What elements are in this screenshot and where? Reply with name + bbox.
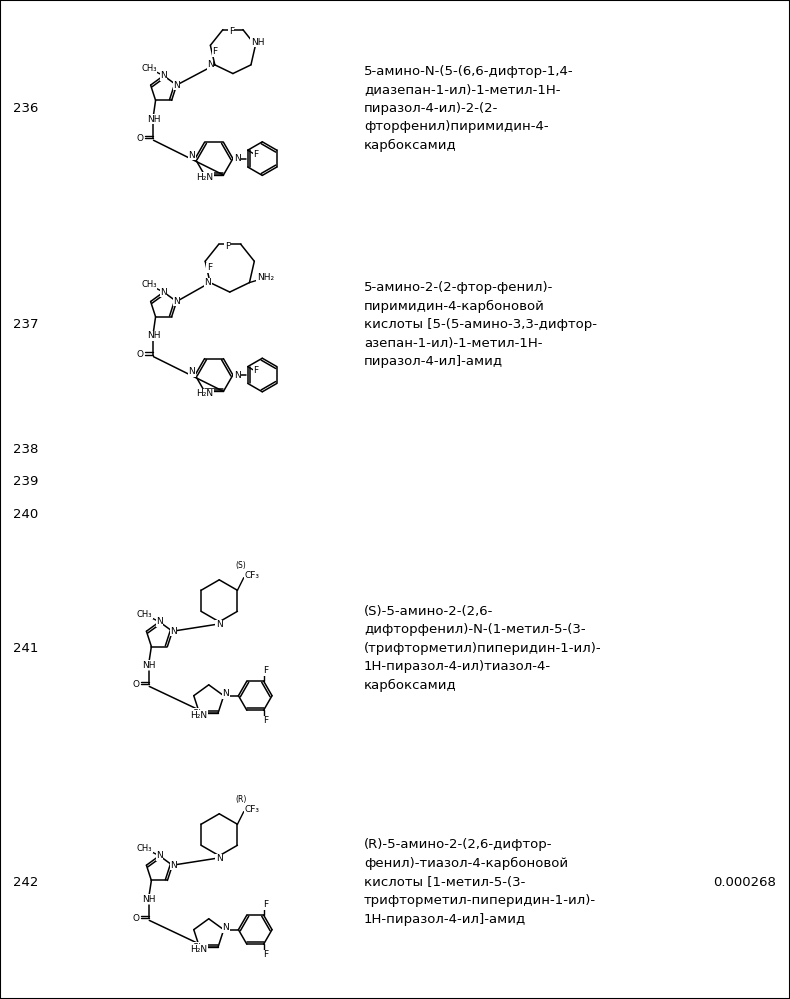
Text: O: O <box>137 134 143 143</box>
Text: H₂N: H₂N <box>196 173 213 182</box>
Text: N: N <box>160 71 167 80</box>
Text: H₂N: H₂N <box>196 389 213 398</box>
Text: F: F <box>254 367 258 376</box>
Bar <box>51 466 356 499</box>
Bar <box>0 499 51 531</box>
Bar <box>700 466 790 499</box>
Bar <box>700 0 790 217</box>
Text: F: F <box>263 666 269 675</box>
Text: (S)-5-амино-2-(2,6-
дифторфенил)-N-(1-метил-5-(3-
(трифторметил)пиперидин-1-ил)-: (S)-5-амино-2-(2,6- дифторфенил)-N-(1-ме… <box>364 604 602 691</box>
Text: N: N <box>189 368 195 377</box>
Bar <box>51 765 356 999</box>
Text: 240: 240 <box>13 508 38 521</box>
Bar <box>700 217 790 433</box>
Text: CH₃: CH₃ <box>137 610 152 619</box>
Text: NH: NH <box>147 331 160 341</box>
Text: NH₂: NH₂ <box>257 273 274 282</box>
Bar <box>0 531 51 765</box>
Text: F: F <box>263 950 269 959</box>
Text: N: N <box>173 297 180 306</box>
Text: N: N <box>234 371 240 380</box>
Bar <box>0 0 51 217</box>
Text: S: S <box>193 943 198 952</box>
Text: 241: 241 <box>13 641 38 654</box>
Text: N: N <box>234 154 240 163</box>
Bar <box>51 0 356 217</box>
Text: F: F <box>207 263 212 272</box>
Text: N: N <box>216 620 223 629</box>
Text: N: N <box>216 854 223 863</box>
Bar <box>356 765 700 999</box>
Bar <box>700 499 790 531</box>
Text: 5-амино-2-(2-фтор-фенил)-
пиримидин-4-карбоновой
кислоты [5-(5-амино-3,3-дифтор-: 5-амино-2-(2-фтор-фенил)- пиримидин-4-ка… <box>364 281 597 369</box>
Text: F: F <box>263 900 269 909</box>
Bar <box>0 466 51 499</box>
Text: NH: NH <box>250 38 265 47</box>
Text: N: N <box>170 861 177 870</box>
Bar <box>51 433 356 466</box>
Bar <box>356 0 700 217</box>
Text: CH₃: CH₃ <box>137 844 152 853</box>
Bar <box>51 217 356 433</box>
Text: CF₃: CF₃ <box>245 805 260 814</box>
Text: O: O <box>137 350 143 359</box>
Text: 0.000268: 0.000268 <box>713 875 777 888</box>
Text: 238: 238 <box>13 443 38 456</box>
Bar <box>700 433 790 466</box>
Text: 239: 239 <box>13 476 38 489</box>
Bar <box>356 531 700 765</box>
Text: N: N <box>170 626 177 635</box>
Bar <box>700 765 790 999</box>
Bar <box>0 217 51 433</box>
Text: F: F <box>254 150 258 159</box>
Bar <box>356 499 700 531</box>
Text: 5-амино-N-(5-(6,6-дифтор-1,4-
диазепан-1-ил)-1-метил-1Н-
пиразол-4-ил)-2-(2-
фто: 5-амино-N-(5-(6,6-дифтор-1,4- диазепан-1… <box>364 65 574 152</box>
Text: N: N <box>207 60 214 69</box>
Text: 242: 242 <box>13 875 38 888</box>
Bar <box>0 433 51 466</box>
Text: N: N <box>223 923 229 932</box>
Text: CH₃: CH₃ <box>141 280 156 290</box>
Text: N: N <box>156 617 163 626</box>
Text: F: F <box>224 242 230 251</box>
Text: O: O <box>132 914 139 923</box>
Bar <box>51 531 356 765</box>
Text: (R)-5-амино-2-(2,6-дифтор-
фенил)-тиазол-4-карбоновой
кислоты [1-метил-5-(3-
три: (R)-5-амино-2-(2,6-дифтор- фенил)-тиазол… <box>364 838 596 926</box>
Text: F: F <box>229 27 234 36</box>
Text: H₂N: H₂N <box>190 711 208 720</box>
Text: N: N <box>189 151 195 160</box>
Text: N: N <box>205 278 211 287</box>
Text: NH: NH <box>142 895 156 904</box>
Bar <box>356 433 700 466</box>
Text: N: N <box>223 689 229 698</box>
Bar <box>700 531 790 765</box>
Text: 237: 237 <box>13 318 38 331</box>
Text: S: S <box>193 709 198 718</box>
Text: O: O <box>132 679 139 688</box>
Text: N: N <box>156 851 163 860</box>
Bar <box>356 466 700 499</box>
Text: (R): (R) <box>235 794 246 803</box>
Text: (S): (S) <box>235 560 246 569</box>
Text: N: N <box>173 81 180 90</box>
Text: NH: NH <box>147 115 160 124</box>
Text: F: F <box>263 716 269 725</box>
Bar <box>51 499 356 531</box>
Text: F: F <box>212 47 217 56</box>
Text: H₂N: H₂N <box>190 945 208 954</box>
Text: 236: 236 <box>13 102 38 115</box>
Text: CH₃: CH₃ <box>141 64 156 73</box>
Bar <box>356 217 700 433</box>
Bar <box>0 765 51 999</box>
Text: CF₃: CF₃ <box>245 571 260 580</box>
Text: NH: NH <box>142 661 156 670</box>
Text: N: N <box>160 288 167 297</box>
